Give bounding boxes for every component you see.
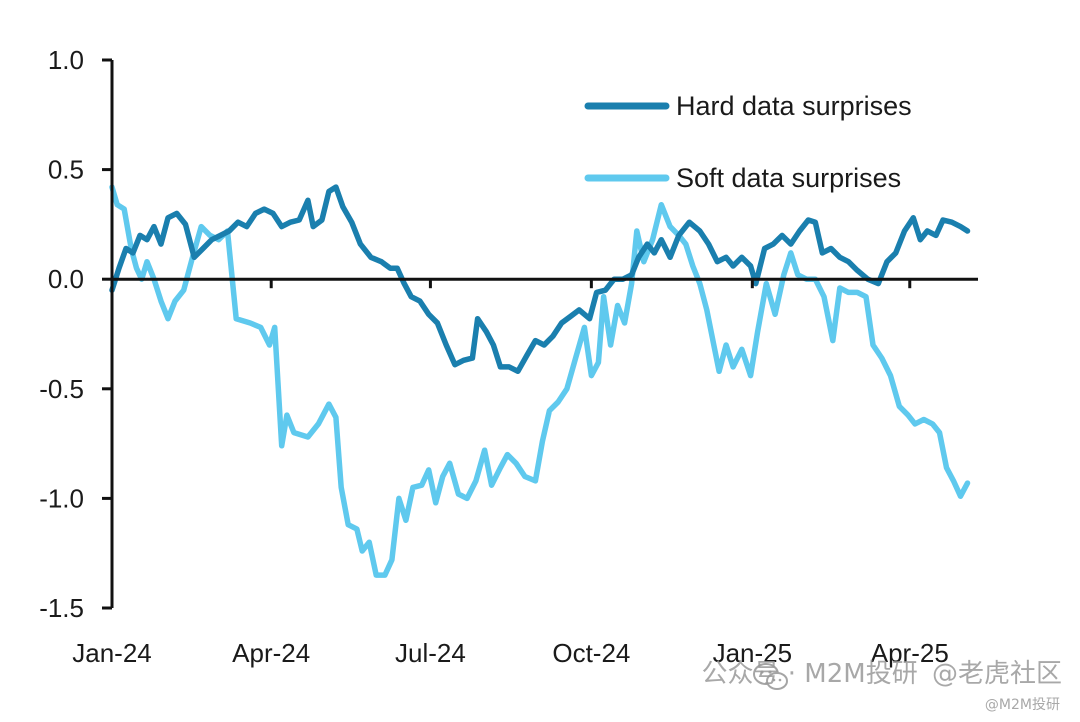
y-tick-label: -1.5 (39, 593, 84, 623)
y-tick-label: -0.5 (39, 374, 84, 404)
x-tick-label: Jan-24 (72, 638, 152, 668)
chart-legend: Hard data surprises Soft data surprises (584, 91, 912, 193)
legend-label: Soft data surprises (676, 163, 901, 193)
x-tick-label: Apr-24 (232, 638, 310, 668)
watermark-overlay: @老虎社区 (931, 659, 1062, 689)
x-tick-label: Apr-25 (871, 638, 949, 668)
watermark-subtext: @M2M投研 (984, 697, 1060, 713)
y-tick-label: 0.5 (48, 155, 84, 185)
watermark-text: 公众号 · M2M投研 @老虎社区 (702, 653, 1062, 690)
y-tick-label: 0.0 (48, 264, 84, 294)
legend-label: Hard data surprises (676, 91, 912, 121)
y-tick-label: -1.0 (39, 483, 84, 513)
watermark-main: 公众号 · M2M投研 (701, 659, 918, 689)
series-line-soft-data (109, 184, 971, 578)
x-tick-label: Oct-24 (552, 638, 630, 668)
y-tick-label: 1.0 (48, 45, 84, 75)
series-layer (109, 184, 971, 578)
axes-layer: 1.0 0.5 0.0 -0.5 -1.0 -1.5 Jan-24 Apr-24 Jul-24 O… (39, 45, 978, 668)
wechat-icon (753, 663, 788, 690)
series-line-hard-data (109, 184, 971, 375)
x-tick-label: Jul-24 (395, 638, 466, 668)
x-tick-label: Jan-25 (713, 638, 793, 668)
